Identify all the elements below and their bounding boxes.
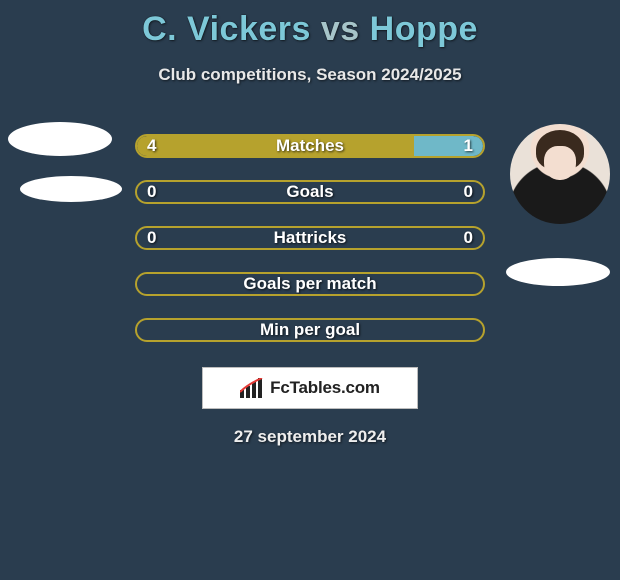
- title-vs: vs: [321, 10, 360, 48]
- stat-value-left: 0: [137, 228, 166, 248]
- stat-label: Min per goal: [137, 320, 483, 340]
- stat-bar-track: Min per goal: [135, 318, 485, 342]
- stat-bar-track: Matches41: [135, 134, 485, 158]
- subtitle: Club competitions, Season 2024/2025: [0, 65, 620, 85]
- stat-label: Goals per match: [137, 274, 483, 294]
- comparison-chart: Matches41Goals00Hattricks00Goals per mat…: [0, 123, 620, 353]
- stat-bar-fill-left: [137, 136, 414, 156]
- stat-row: Matches41: [0, 123, 620, 169]
- stat-value-left: 4: [137, 136, 166, 156]
- stat-value-right: 0: [454, 228, 483, 248]
- stat-row: Min per goal: [0, 307, 620, 353]
- stat-value-right: 0: [454, 182, 483, 202]
- date-label: 27 september 2024: [0, 427, 620, 447]
- stat-value-right: 1: [454, 136, 483, 156]
- stat-label: Goals: [137, 182, 483, 202]
- brand-logo-text: FcTables.com: [270, 378, 380, 398]
- stat-bar-track: Hattricks0 0: [135, 226, 485, 250]
- title-player2: Hoppe: [370, 10, 478, 48]
- stat-bar-track: Goals per match: [135, 272, 485, 296]
- stat-row: Goals0 0: [0, 169, 620, 215]
- stat-row: Goals per match: [0, 261, 620, 307]
- stat-label: Hattricks: [137, 228, 483, 248]
- stat-bar-track: Goals0 0: [135, 180, 485, 204]
- chart-bars-icon: [240, 378, 264, 398]
- stat-value-left: 0: [137, 182, 166, 202]
- stat-row: Hattricks0 0: [0, 215, 620, 261]
- title-player1: C. Vickers: [142, 10, 311, 48]
- brand-logo: FcTables.com: [202, 367, 418, 409]
- page-title: C. Vickers vs Hoppe: [0, 0, 620, 49]
